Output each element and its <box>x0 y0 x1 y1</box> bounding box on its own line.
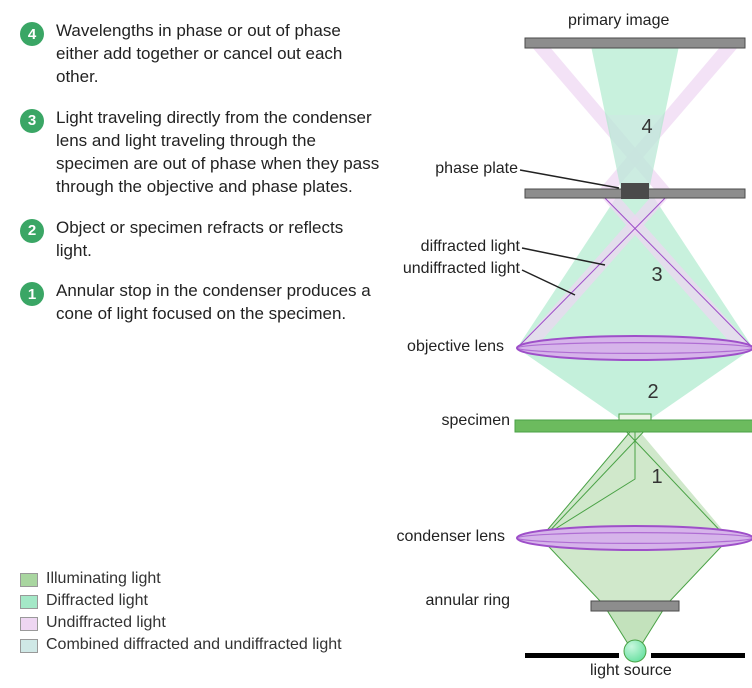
step-4: 4 Wavelengths in phase or out of phase e… <box>20 20 380 89</box>
legend-illuminating: Illuminating light <box>20 570 380 588</box>
svg-text:1: 1 <box>651 466 662 488</box>
label-undiffracted-light: undiffracted light <box>370 260 520 278</box>
swatch-undiffracted <box>20 617 38 631</box>
label-phase-plate: phase plate <box>428 160 518 178</box>
step-3: 3 Light traveling directly from the cond… <box>20 107 380 199</box>
label-diffracted-light: diffracted light <box>390 238 520 256</box>
step-badge-2: 2 <box>20 219 44 243</box>
label-primary-image: primary image <box>568 12 669 30</box>
diagram-column: 1 2 3 4 primary image phase plate diffracte… <box>390 0 752 688</box>
step-text-4: Wavelengths in phase or out of phase eit… <box>56 20 380 89</box>
label-objective-lens: objective lens <box>394 338 504 356</box>
svg-text:4: 4 <box>641 116 652 138</box>
legend-label: Combined diffracted and undiffracted lig… <box>46 636 342 654</box>
svg-text:2: 2 <box>647 381 658 403</box>
step-text-2: Object or specimen refracts or reflects … <box>56 217 380 263</box>
step-badge-3: 3 <box>20 109 44 133</box>
step-badge-4: 4 <box>20 22 44 46</box>
label-annular-ring: annular ring <box>410 592 510 610</box>
label-light-source: light source <box>590 662 672 680</box>
swatch-illuminating <box>20 573 38 587</box>
swatch-diffracted <box>20 595 38 609</box>
step-2: 2 Object or specimen refracts or reflect… <box>20 217 380 263</box>
swatch-combined <box>20 639 38 653</box>
legend-undiffracted: Undiffracted light <box>20 614 380 632</box>
legend-label: Illuminating light <box>46 570 161 588</box>
left-column: 4 Wavelengths in phase or out of phase e… <box>0 0 390 688</box>
legend: Illuminating light Diffracted light Undi… <box>20 570 380 668</box>
svg-text:3: 3 <box>651 264 662 286</box>
legend-label: Diffracted light <box>46 592 148 610</box>
step-badge-1: 1 <box>20 282 44 306</box>
step-text-3: Light traveling directly from the conden… <box>56 107 380 199</box>
legend-diffracted: Diffracted light <box>20 592 380 610</box>
legend-label: Undiffracted light <box>46 614 166 632</box>
step-1: 1 Annular stop in the condenser produces… <box>20 280 380 326</box>
legend-combined: Combined diffracted and undiffracted lig… <box>20 636 380 654</box>
steps-list: 4 Wavelengths in phase or out of phase e… <box>20 20 380 344</box>
step-text-1: Annular stop in the condenser produces a… <box>56 280 380 326</box>
label-specimen: specimen <box>410 412 510 430</box>
label-condenser-lens: condenser lens <box>380 528 505 546</box>
